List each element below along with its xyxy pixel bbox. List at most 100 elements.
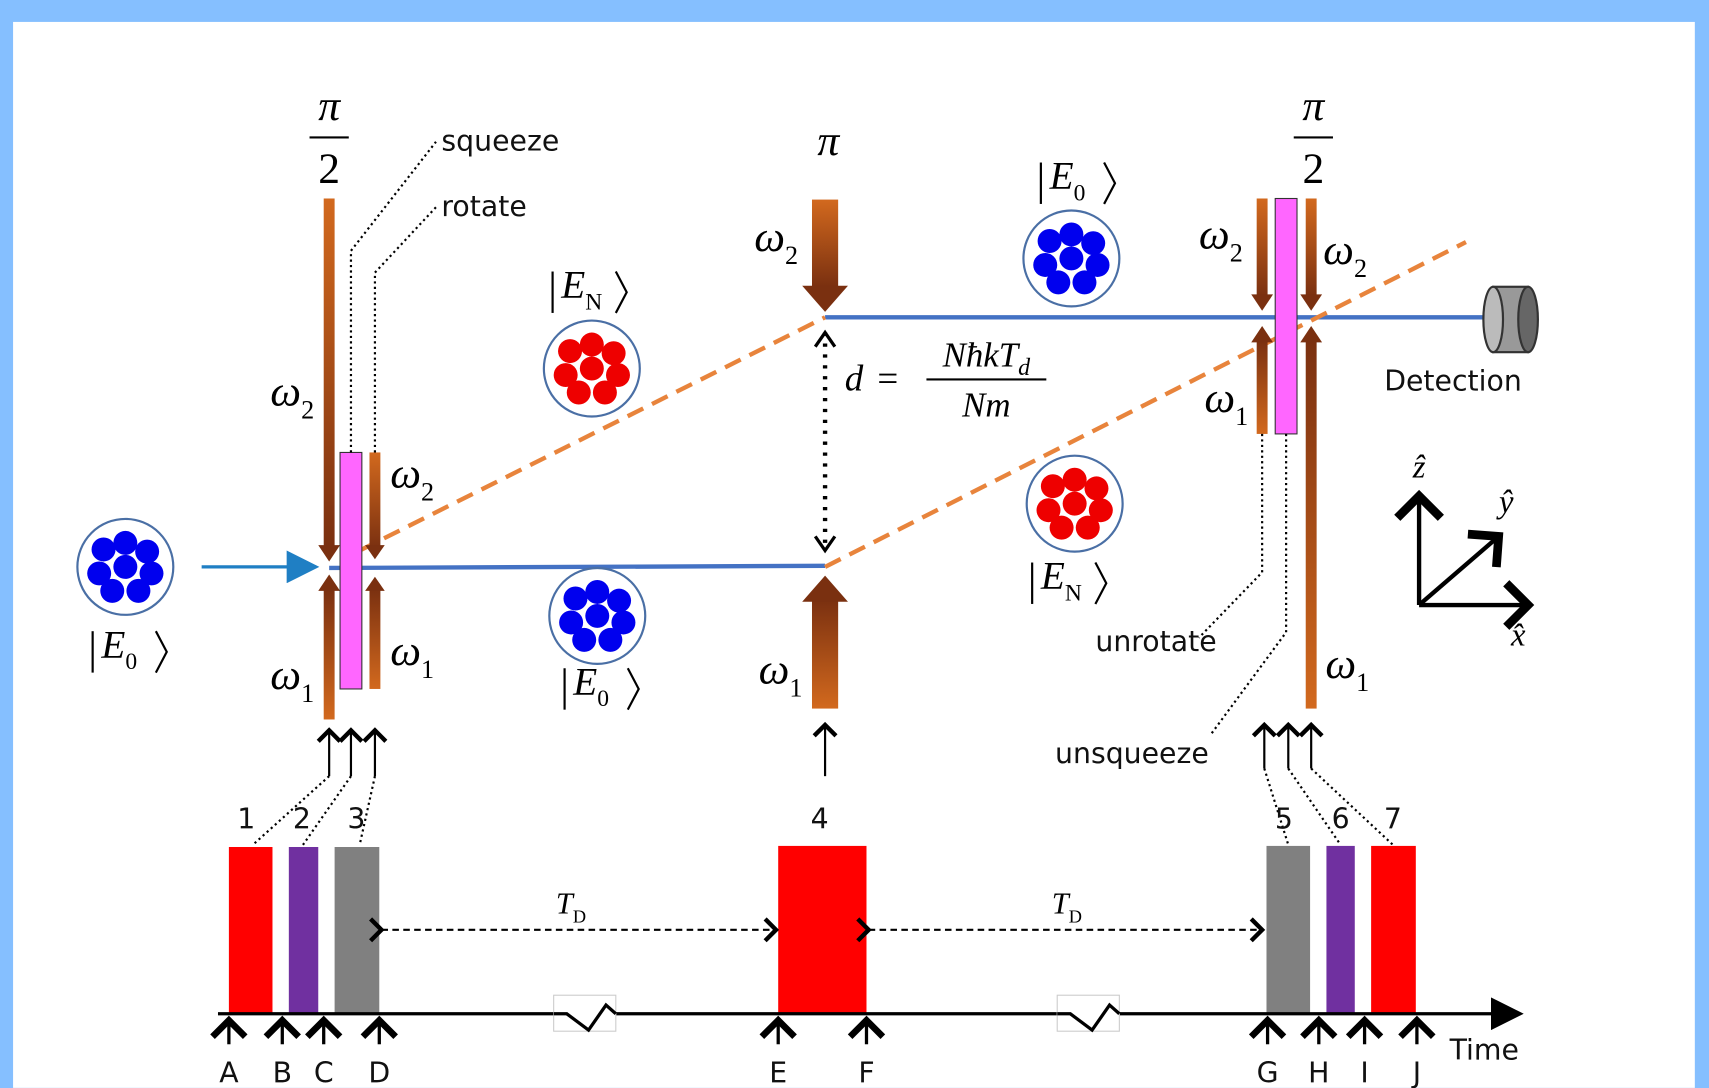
annotation: unsqueeze (1055, 737, 1209, 770)
time-marker: J (1411, 1056, 1421, 1088)
atom (1046, 270, 1070, 294)
atom (1041, 474, 1065, 498)
state-label-symbol: E (1049, 155, 1074, 198)
delay-label-subscript: D (1069, 907, 1082, 927)
state-label-symbol: E (100, 623, 125, 666)
atom (1059, 246, 1083, 270)
beam-label-symbol: ω (1199, 211, 1230, 259)
pulse-area: π (817, 117, 840, 165)
diagram: squeeze rotate unrotate unsqueeze Detection T… (0, 0, 1709, 1088)
page: squeeze rotate unrotate unsqueeze Detection T… (0, 0, 1709, 1088)
annotation: Time (1449, 1034, 1519, 1067)
time-marker: D (368, 1056, 390, 1088)
pulse-number: 7 (1384, 802, 1402, 835)
atom (1050, 516, 1074, 540)
pulse-area: π (318, 82, 341, 130)
atom (1072, 270, 1096, 294)
pulse-number: 2 (293, 802, 311, 835)
lower-path (329, 566, 825, 568)
beam-label-subscript: 2 (421, 477, 434, 506)
atom (1059, 222, 1083, 246)
formula-numerator: NħkT (942, 335, 1021, 374)
state-label-subscript: 0 (597, 686, 609, 712)
time-marker: G (1257, 1056, 1279, 1088)
beam-label-subscript: 1 (1235, 402, 1248, 431)
atom (593, 381, 617, 405)
beam-label-symbol: ω (1204, 374, 1235, 422)
time-marker: A (219, 1056, 239, 1088)
beam-label-subscript: 2 (1354, 254, 1367, 283)
atom (113, 555, 137, 579)
beam-label-subscript: 2 (785, 241, 798, 270)
atom (135, 540, 159, 564)
atom (602, 341, 626, 365)
atom (580, 357, 604, 381)
atom (92, 537, 116, 561)
state-label-symbol: E (560, 264, 585, 307)
state-label-subscript: N (1065, 580, 1082, 606)
beam-label-subscript: 1 (421, 655, 434, 684)
pulse-number: 5 (1275, 802, 1293, 835)
state-label-subscript: N (585, 289, 602, 315)
atom (1076, 516, 1100, 540)
atom (1063, 468, 1087, 492)
time-marker: B (273, 1056, 292, 1088)
axis-label: ŷ (1496, 484, 1514, 520)
beam-label-symbol: ω (1325, 640, 1356, 688)
pulse-area: 2 (318, 145, 340, 193)
delay-label-subscript: D (573, 907, 586, 927)
atom (113, 531, 137, 555)
annotation: Detection (1384, 364, 1522, 397)
beam-label-symbol: ω (1323, 226, 1354, 274)
beam-label-subscript: 1 (789, 674, 802, 703)
atom (585, 580, 609, 604)
atom (1081, 231, 1105, 255)
time-marker: H (1308, 1056, 1329, 1088)
atom (558, 339, 582, 363)
beam-label-subscript: 2 (1230, 239, 1243, 268)
time-marker: F (858, 1056, 874, 1088)
axis-label: x̂ (1510, 617, 1526, 653)
time-marker: I (1360, 1056, 1368, 1088)
atom (580, 333, 604, 357)
pulse-number: 1 (237, 802, 255, 835)
atom (1084, 476, 1108, 500)
annotation: unrotate (1095, 625, 1216, 658)
beam-label-symbol: ω (270, 651, 301, 699)
formula: = (877, 358, 898, 399)
pulse-number: 4 (811, 802, 829, 835)
atom (598, 628, 622, 652)
beam-label-symbol: ω (390, 449, 421, 497)
beam-label-symbol: ω (390, 627, 421, 675)
atom (1063, 492, 1087, 516)
time-marker: E (769, 1056, 787, 1088)
atom (572, 628, 596, 652)
pulse-number: 6 (1332, 802, 1350, 835)
beam-label-symbol: ω (759, 646, 790, 694)
detector (1483, 287, 1537, 352)
formula-denominator: Nm (961, 385, 1010, 424)
pulse-area: 2 (1302, 145, 1324, 193)
axis-label: ẑ (1412, 450, 1426, 486)
atom (607, 589, 631, 613)
formula-numerator: NħkTd (942, 335, 1032, 381)
state-label-subscript: 0 (1074, 180, 1086, 206)
annotation: squeeze (441, 125, 559, 158)
atom (126, 579, 150, 603)
time-marker: C (314, 1056, 334, 1088)
formula-subscript: d (1018, 355, 1031, 381)
atom (563, 587, 587, 611)
pulse-number: 3 (347, 802, 365, 835)
atom (100, 579, 124, 603)
beam-label-symbol: ω (270, 368, 301, 416)
beam-label-subscript: 1 (301, 679, 314, 708)
formula: d (845, 358, 864, 399)
beam-label-symbol: ω (754, 213, 785, 261)
beam-label-subscript: 2 (301, 396, 314, 425)
atom (1038, 229, 1062, 253)
pulse-area: π (1302, 82, 1325, 130)
annotation: rotate (441, 190, 526, 223)
state-label-symbol: E (572, 660, 597, 703)
state-label-symbol: E (1040, 555, 1065, 598)
atom (567, 381, 591, 405)
